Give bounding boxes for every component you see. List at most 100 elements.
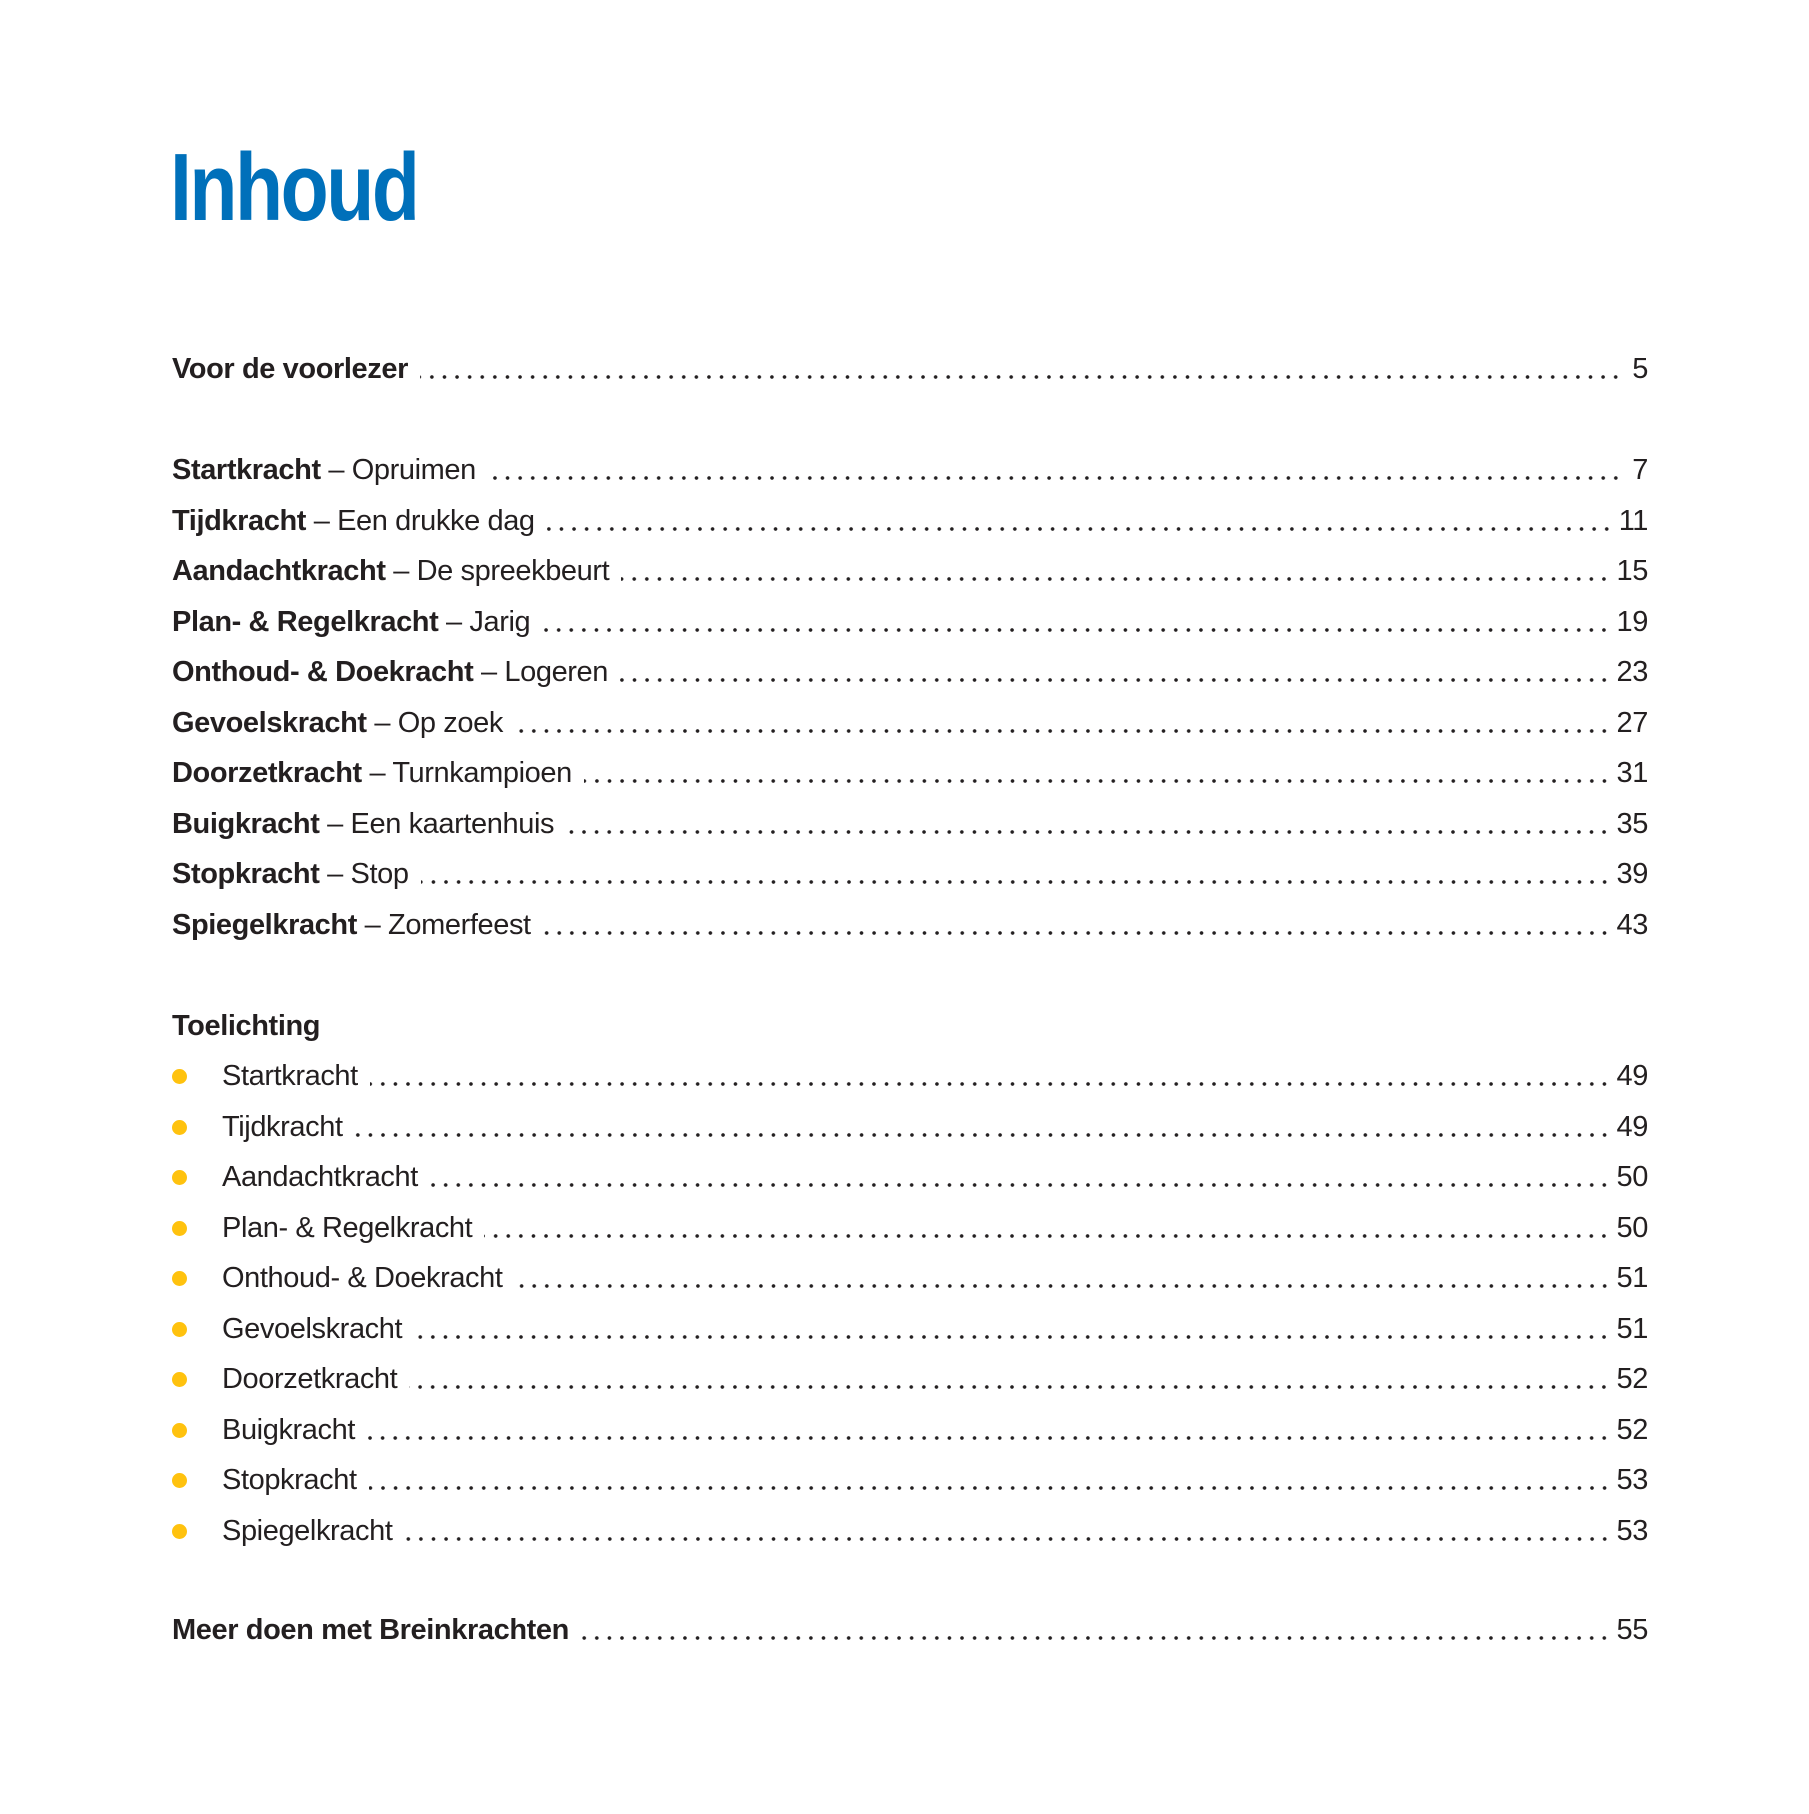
dot-leader — [542, 626, 1611, 633]
toc-entry-toelichting[interactable]: Stopkracht 53 — [172, 1460, 1648, 1500]
chapter-story: – Stop — [319, 858, 409, 890]
bullet-icon — [172, 1523, 187, 1539]
entry-label: Stopkracht – Stop — [172, 854, 409, 894]
chapter-story: – Een kaartenhuis — [319, 807, 555, 840]
bullet-icon — [172, 1170, 187, 1185]
dot-leader — [420, 374, 1622, 380]
page-number: 31 — [1616, 757, 1649, 789]
chapter-story: – Een drukke dag — [306, 504, 535, 537]
dot-leader — [621, 576, 1611, 582]
toc-entry-toelichting[interactable]: Buigkracht 52 — [172, 1410, 1648, 1450]
toc-entry-chapter[interactable]: Aandachtkracht – De spreekbeurt 15 — [172, 551, 1648, 591]
toc-entry-toelichting[interactable]: Spiegelkracht 53 — [172, 1511, 1648, 1551]
page-number: 53 — [1616, 1514, 1649, 1547]
toc-entry-chapter[interactable]: Doorzetkracht – Turnkampioen 31 — [172, 753, 1648, 793]
dot-leader — [487, 475, 1622, 481]
toc-entry-toelichting[interactable]: Gevoelskracht 51 — [172, 1309, 1648, 1349]
page-title: Inhoud — [170, 134, 420, 241]
dot-leader — [580, 1635, 1611, 1641]
page-number: 53 — [1616, 1464, 1649, 1496]
chapter-power: Spiegelkracht — [172, 908, 357, 941]
entry-label: Voor de voorlezer — [172, 353, 409, 385]
chapter-story: – De spreekbeurt — [385, 555, 610, 587]
chapter-story: – Zomerfeest — [357, 908, 531, 941]
toc-entry-chapter[interactable]: Onthoud- & Doekracht – Logeren 23 — [172, 652, 1648, 692]
dot-leader — [414, 1333, 1611, 1340]
entry-label: Aandachtkracht — [222, 1161, 418, 1193]
page-number: 5 — [1632, 353, 1648, 385]
page-number: 51 — [1616, 1262, 1649, 1294]
chapter-story: – Opruimen — [320, 454, 476, 486]
toc-entry-chapter[interactable]: Tijdkracht – Een drukke dag 11 — [172, 501, 1648, 541]
chapter-story: – Op zoek — [366, 706, 503, 739]
dot-leader — [368, 1485, 1611, 1491]
entry-label: Meer doen met Breinkrachten — [172, 1614, 569, 1646]
dot-leader — [620, 677, 1611, 683]
dot-leader — [369, 1081, 1611, 1087]
toc-entry-toelichting[interactable]: Doorzetkracht 52 — [172, 1359, 1648, 1399]
page-number: 50 — [1616, 1161, 1649, 1193]
chapter-power: Onthoud- & Doekracht — [172, 656, 474, 688]
toc-entry-toelichting[interactable]: Tijdkracht 49 — [172, 1107, 1648, 1147]
toc-entry-outro[interactable]: Meer doen met Breinkrachten 55 — [172, 1610, 1648, 1650]
entry-label: Tijdkracht — [222, 1110, 343, 1143]
toc-entry-toelichting[interactable]: Aandachtkracht 50 — [172, 1157, 1648, 1197]
bullet-icon — [172, 1422, 187, 1438]
entry-label: Aandachtkracht – De spreekbeurt — [172, 551, 610, 591]
toc-entry-chapter[interactable]: Stopkracht – Stop 39 — [172, 854, 1648, 894]
toc-entry-chapter[interactable]: Buigkracht – Een kaartenhuis 35 — [172, 804, 1648, 844]
chapter-power: Doorzetkracht — [172, 757, 362, 789]
toc-entry-chapter[interactable]: Plan- & Regelkracht – Jarig 19 — [172, 602, 1648, 642]
dot-leader — [583, 778, 1611, 784]
page-number: 52 — [1616, 1413, 1649, 1446]
entry-label: Stopkracht — [222, 1464, 357, 1496]
toc-entry-toelichting[interactable]: Startkracht 49 — [172, 1056, 1648, 1096]
dot-leader — [367, 1434, 1611, 1441]
dot-leader — [542, 929, 1611, 936]
bullet-icon — [172, 1372, 187, 1387]
dot-leader — [354, 1131, 1611, 1138]
entry-label: Buigkracht — [222, 1413, 356, 1446]
entry-label: Startkracht – Opruimen — [172, 450, 476, 490]
bullet-icon — [172, 1473, 187, 1488]
page-number: 19 — [1616, 605, 1649, 638]
page-number: 55 — [1616, 1614, 1649, 1646]
entry-label: Onthoud- & Doekracht – Logeren — [172, 652, 608, 692]
page-number: 49 — [1616, 1110, 1649, 1143]
chapter-power: Startkracht — [172, 454, 321, 486]
page-number: 15 — [1616, 555, 1649, 587]
entry-label: Doorzetkracht — [222, 1363, 398, 1395]
chapter-power: Gevoelskracht — [172, 706, 367, 739]
toc-entry-toelichting[interactable]: Plan- & Regelkracht 50 — [172, 1208, 1648, 1248]
toc-entry-chapter[interactable]: Gevoelskracht – Op zoek 27 — [172, 703, 1648, 743]
entry-label: Doorzetkracht – Turnkampioen — [172, 753, 572, 793]
dot-leader — [404, 1535, 1611, 1542]
page-number: 23 — [1616, 656, 1649, 688]
dot-leader — [484, 1232, 1611, 1239]
bullet-icon — [172, 1321, 187, 1337]
page-number: 11 — [1618, 504, 1649, 537]
dot-leader — [514, 727, 1611, 734]
toc-entry-chapter[interactable]: Spiegelkracht – Zomerfeest 43 — [172, 905, 1648, 945]
bullet-icon — [172, 1069, 187, 1084]
dot-leader — [514, 1283, 1611, 1289]
entry-label: Gevoelskracht – Op zoek — [172, 703, 503, 743]
page-number: 43 — [1616, 908, 1649, 941]
chapter-story: – Logeren — [473, 656, 609, 688]
page-number: 27 — [1616, 706, 1649, 739]
bullet-icon — [172, 1271, 187, 1286]
section-heading-toelichting: Toelichting — [172, 1010, 321, 1042]
toc-entry-intro[interactable]: Voor de voorlezer 5 — [172, 349, 1648, 389]
chapter-power: Aandachtkracht — [172, 555, 386, 587]
chapter-power: Stopkracht — [172, 858, 320, 890]
entry-label: Onthoud- & Doekracht — [222, 1262, 503, 1294]
chapter-power: Tijdkracht — [172, 504, 307, 537]
entry-label: Plan- & Regelkracht – Jarig — [172, 602, 531, 642]
bullet-icon — [172, 1220, 187, 1236]
dot-leader — [566, 828, 1611, 835]
dot-leader — [546, 525, 1613, 532]
toc-entry-toelichting[interactable]: Onthoud- & Doekracht 51 — [172, 1258, 1648, 1298]
dot-leader — [420, 879, 1611, 885]
entry-label: Plan- & Regelkracht — [222, 1211, 473, 1244]
toc-entry-chapter[interactable]: Startkracht – Opruimen 7 — [172, 450, 1648, 490]
